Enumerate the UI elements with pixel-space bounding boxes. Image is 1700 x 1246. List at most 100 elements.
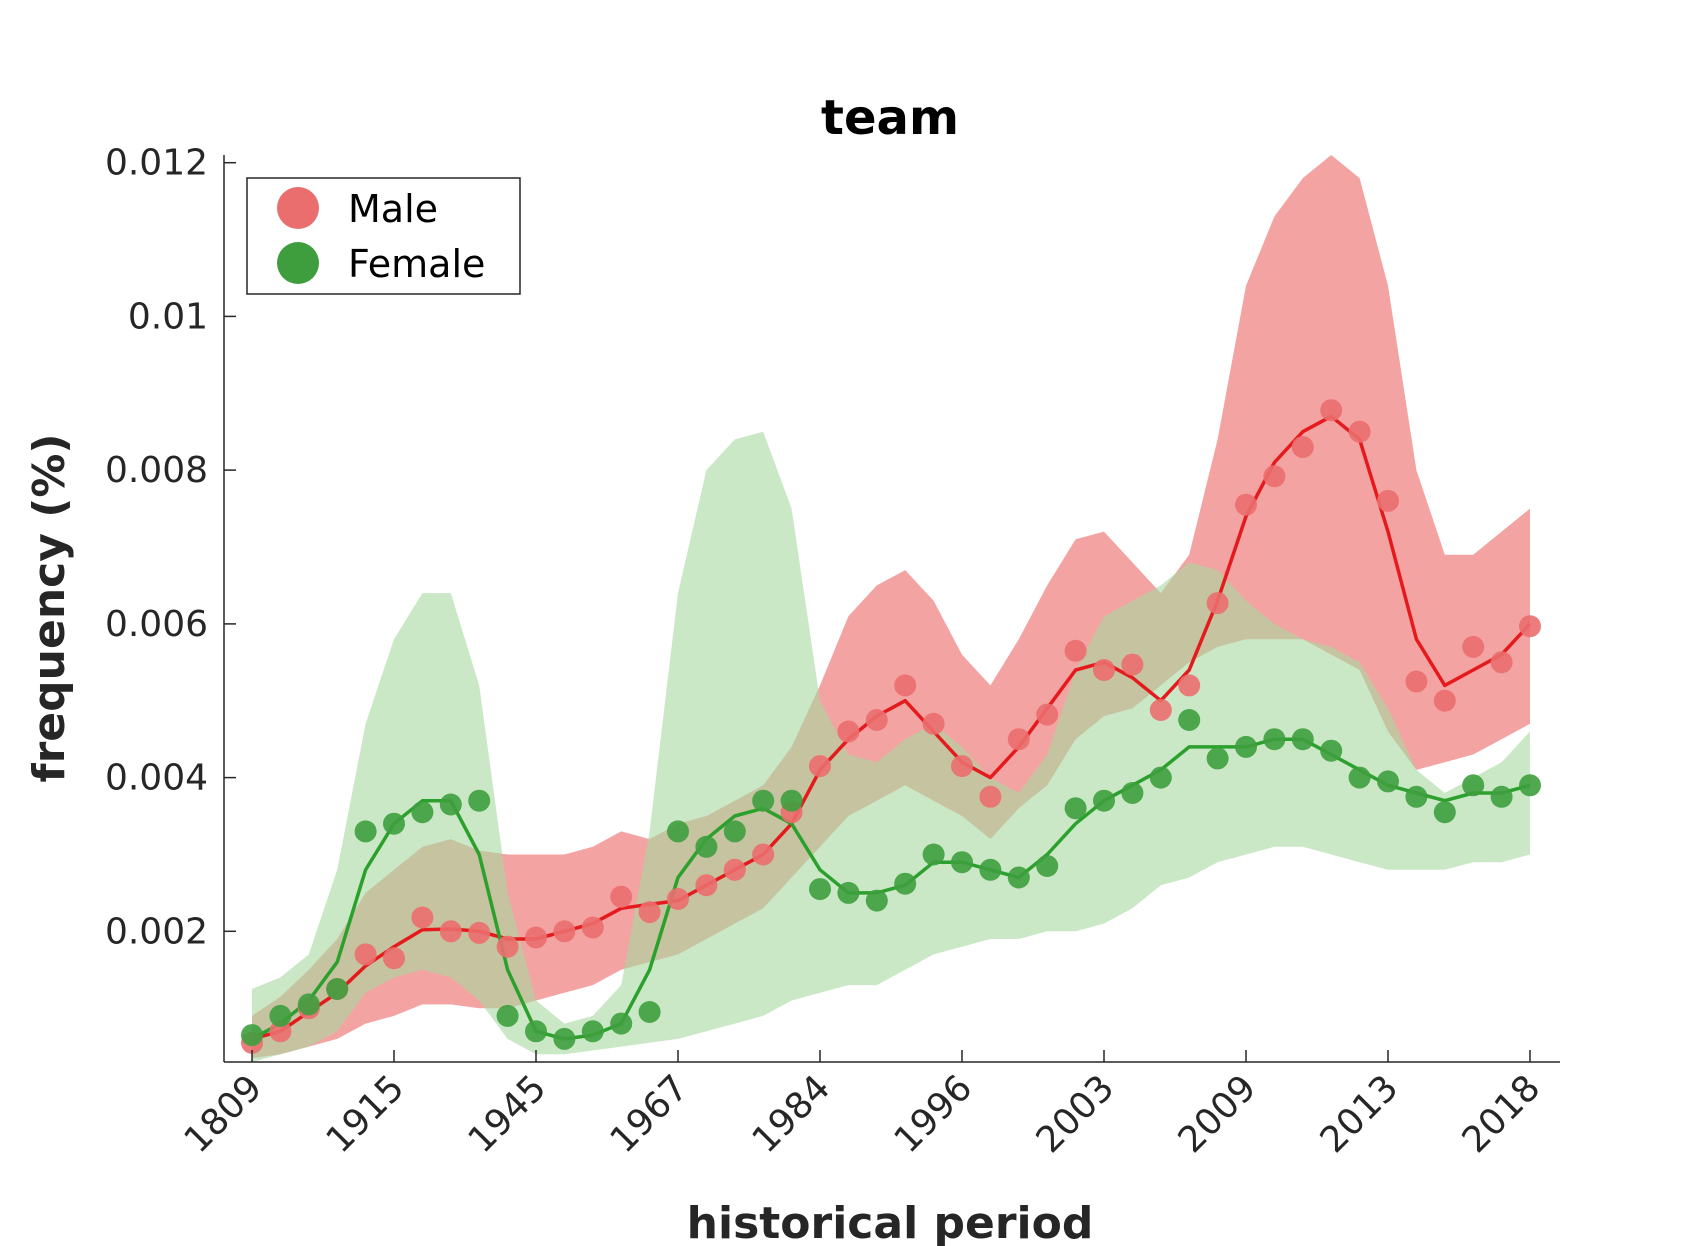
- data-point-female: [326, 978, 349, 1000]
- data-point-male: [1235, 493, 1257, 516]
- data-point-male: [894, 674, 917, 697]
- data-point-male: [1377, 489, 1399, 512]
- data-point-female: [865, 889, 888, 912]
- x-tick-label: 2009: [1171, 1067, 1265, 1161]
- trend-lines: [251, 414, 1532, 1041]
- y-axis-title: frequency (%): [24, 433, 75, 782]
- data-point-male: [979, 785, 1002, 808]
- data-point-male: [667, 888, 689, 910]
- data-point-female: [496, 1004, 519, 1027]
- data-point-male: [1178, 674, 1201, 697]
- x-axis-title: historical period: [687, 1198, 1094, 1246]
- data-point-female: [241, 1024, 263, 1047]
- x-tick-label: 1915: [319, 1067, 413, 1161]
- trend-line-female: [251, 737, 1531, 1041]
- legend-label-male: Male: [348, 187, 438, 231]
- data-point-female: [1235, 735, 1257, 758]
- data-point-female: [1206, 747, 1229, 770]
- data-point-male: [809, 755, 831, 778]
- data-point-female: [837, 881, 860, 904]
- data-point-male: [1121, 653, 1144, 676]
- data-point-male: [553, 920, 576, 943]
- data-point-female: [1405, 785, 1428, 808]
- x-tick-label: 1984: [745, 1067, 839, 1161]
- data-point-male: [1206, 592, 1229, 615]
- data-point-male: [1036, 703, 1059, 726]
- data-point-female: [1433, 801, 1456, 824]
- data-point-male: [1149, 699, 1172, 721]
- y-ticks: 0.002 0.004 0.006 0.008 0.01 0.012: [105, 143, 236, 952]
- y-tick-label: 0.012: [105, 143, 208, 184]
- data-points: [241, 399, 1541, 1054]
- x-tick-label: 2013: [1313, 1067, 1407, 1161]
- x-tick-label: 1967: [603, 1067, 697, 1161]
- data-point-female: [809, 878, 831, 901]
- data-point-female: [695, 835, 718, 858]
- data-point-female: [411, 801, 434, 824]
- data-point-male: [525, 926, 547, 949]
- legend: Male Female: [246, 177, 521, 295]
- data-point-female: [610, 1012, 633, 1035]
- x-tick-label: 1809: [177, 1067, 271, 1161]
- data-point-female: [979, 858, 1002, 881]
- data-point-female: [667, 820, 689, 843]
- data-point-female: [1093, 789, 1115, 812]
- data-point-female: [383, 812, 405, 835]
- data-point-male: [610, 885, 633, 908]
- data-point-male: [1320, 399, 1343, 422]
- y-tick-label: 0.004: [105, 758, 208, 799]
- data-point-female: [553, 1027, 576, 1050]
- band-female: [252, 431, 1530, 1062]
- y-tick-label: 0.01: [128, 296, 208, 337]
- x-tick-label: 2018: [1455, 1067, 1549, 1161]
- data-point-male: [1490, 651, 1513, 674]
- data-point-male: [723, 858, 746, 881]
- data-point-male: [1433, 689, 1456, 712]
- data-point-male: [752, 843, 775, 866]
- data-point-male: [1007, 728, 1030, 751]
- data-point-male: [1263, 465, 1286, 488]
- data-point-female: [525, 1020, 547, 1043]
- data-point-male: [638, 901, 661, 924]
- data-point-male: [354, 943, 377, 966]
- data-point-male: [1405, 670, 1428, 693]
- data-point-female: [638, 1001, 661, 1023]
- y-tick-label: 0.008: [105, 450, 208, 491]
- data-point-female: [354, 820, 377, 843]
- data-point-female: [269, 1004, 292, 1027]
- data-point-male: [837, 720, 860, 743]
- legend-label-female: Female: [348, 242, 485, 286]
- data-point-male: [1291, 436, 1314, 459]
- confidence-bands: [252, 155, 1530, 1062]
- data-point-female: [297, 993, 320, 1016]
- x-tick-label: 2003: [1029, 1067, 1123, 1161]
- data-point-female: [1178, 709, 1201, 731]
- data-point-male: [1348, 420, 1371, 443]
- y-tick-label: 0.002: [105, 911, 208, 952]
- data-point-male: [922, 712, 945, 735]
- data-point-male: [269, 1020, 292, 1043]
- y-tick-label: 0.006: [105, 604, 208, 645]
- data-point-male: [383, 947, 405, 970]
- trend-line-male: [251, 414, 1532, 1041]
- data-point-male: [439, 920, 462, 943]
- data-point-female: [1462, 774, 1485, 797]
- data-point-female: [894, 872, 917, 895]
- data-point-female: [439, 793, 462, 816]
- data-point-female: [1121, 782, 1144, 804]
- x-ticks: 1809 1915 1945 1967 1984 1996 2003 2009 2013 2018: [177, 1050, 1549, 1161]
- data-point-male: [581, 916, 604, 939]
- data-point-female: [951, 851, 973, 874]
- legend-marker-female: [277, 242, 319, 284]
- x-tick-label: 1996: [887, 1067, 981, 1161]
- data-point-male: [411, 906, 434, 929]
- data-point-female: [1064, 797, 1087, 820]
- axes: [223, 155, 1560, 1063]
- data-point-female: [1377, 770, 1399, 793]
- data-point-female: [752, 789, 775, 812]
- data-point-female: [723, 820, 746, 843]
- data-point-male: [951, 755, 973, 778]
- data-point-female: [1519, 774, 1541, 797]
- data-point-male: [1093, 659, 1115, 681]
